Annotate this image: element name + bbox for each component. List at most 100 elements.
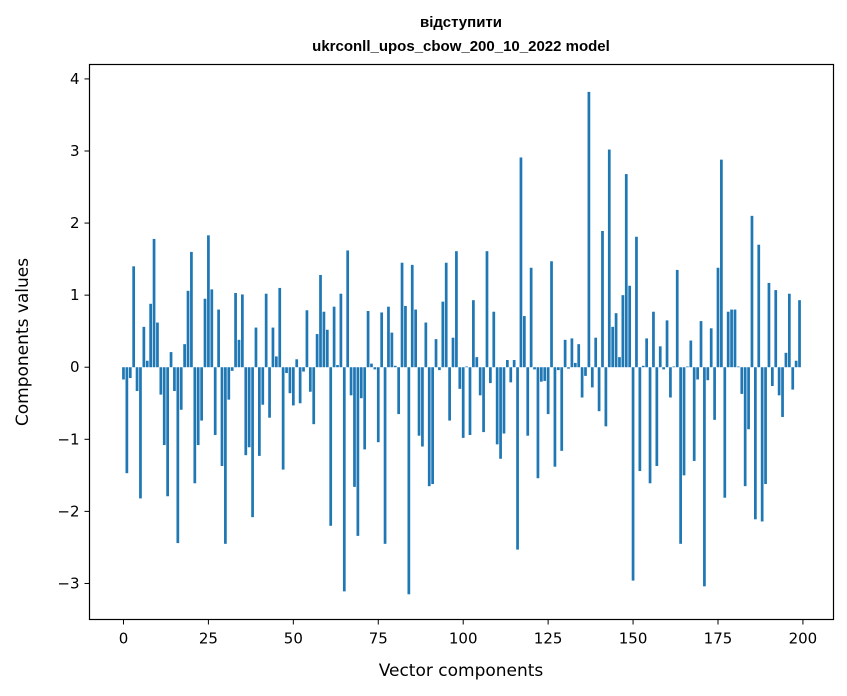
bar-169 (696, 367, 699, 380)
bar-192 (774, 290, 778, 368)
bar-113 (506, 360, 509, 368)
bar-142 (604, 367, 608, 427)
y-tick-label-7: 4 (70, 70, 80, 88)
bar-23 (200, 367, 203, 421)
bar-series (122, 91, 801, 595)
bar-44 (271, 327, 275, 368)
bar-124 (543, 367, 547, 381)
bar-41 (261, 367, 265, 405)
bar-21 (193, 367, 197, 484)
bar-179 (730, 309, 733, 368)
bar-63 (336, 365, 339, 368)
bar-52 (298, 367, 302, 404)
bar-40 (258, 367, 261, 456)
x-tick-label-0: 0 (119, 630, 129, 648)
y-tick-label-2: −1 (57, 430, 79, 448)
bar-92 (434, 339, 438, 368)
bar-181 (737, 366, 740, 368)
bar-96 (448, 367, 451, 421)
bar-80 (393, 365, 397, 368)
bar-190 (767, 282, 771, 368)
bar-162 (672, 366, 676, 368)
bar-102 (468, 367, 472, 435)
bar-49 (288, 367, 292, 394)
bar-81 (397, 367, 401, 415)
bar-6 (142, 326, 146, 368)
bar-105 (478, 367, 482, 396)
bar-167 (689, 340, 693, 368)
bar-148 (624, 174, 628, 368)
bar-178 (726, 311, 730, 368)
bar-199 (798, 300, 801, 368)
y-tick-label-0: −3 (57, 574, 79, 592)
bar-180 (733, 309, 737, 368)
bar-141 (601, 231, 604, 368)
y-tick-label-3: 0 (70, 358, 80, 376)
bar-154 (645, 338, 649, 368)
bar-176 (720, 159, 723, 368)
bar-66 (346, 250, 350, 368)
bar-57 (315, 334, 319, 368)
bar-161 (669, 367, 672, 398)
bar-79 (390, 332, 394, 368)
bar-106 (482, 367, 485, 433)
bar-12 (162, 367, 166, 446)
bar-77 (383, 367, 387, 544)
bar-71 (363, 367, 367, 450)
bar-136 (584, 367, 587, 376)
bar-95 (444, 262, 448, 368)
bar-110 (495, 367, 499, 445)
bar-72 (366, 311, 370, 368)
x-tick-label-3: 75 (369, 630, 388, 648)
bar-69 (356, 367, 360, 536)
bar-153 (641, 365, 645, 368)
bar-35 (241, 294, 244, 368)
bar-34 (237, 339, 241, 368)
bar-122 (536, 367, 540, 479)
bar-134 (577, 344, 581, 368)
bar-146 (618, 357, 621, 368)
x-tick-label-6: 150 (619, 630, 648, 648)
x-tick-label-5: 125 (534, 630, 563, 648)
bar-36 (244, 367, 248, 456)
bar-111 (499, 367, 502, 459)
bar-86 (414, 309, 417, 368)
bar-67 (349, 367, 353, 396)
bar-183 (743, 367, 747, 487)
bar-125 (546, 367, 550, 415)
bar-175 (716, 267, 720, 368)
bar-163 (675, 269, 679, 368)
bar-1 (125, 367, 129, 474)
bar-168 (692, 367, 696, 461)
bar-109 (492, 311, 496, 368)
bar-76 (380, 312, 384, 368)
bar-198 (794, 360, 798, 368)
bar-158 (658, 346, 662, 368)
bar-172 (706, 367, 710, 381)
bar-24 (203, 298, 207, 368)
bar-164 (679, 367, 682, 544)
bar-115 (512, 360, 516, 368)
bar-101 (465, 366, 468, 368)
bar-54 (305, 310, 309, 368)
bar-135 (580, 367, 584, 398)
bar-173 (709, 328, 713, 368)
bar-100 (461, 367, 465, 438)
bar-186 (754, 367, 757, 520)
bar-151 (635, 236, 638, 368)
bar-9 (152, 238, 156, 368)
x-tick-label-1: 25 (199, 630, 218, 648)
bar-60 (325, 329, 329, 368)
y-tick-label-6: 3 (70, 142, 80, 160)
bar-59 (322, 311, 326, 368)
x-tick-label-8: 200 (789, 630, 818, 648)
bar-30 (224, 367, 227, 544)
bar-70 (359, 367, 363, 399)
bar-116 (516, 367, 519, 550)
bar-51 (295, 359, 299, 368)
bar-62 (332, 306, 336, 368)
bar-132 (570, 338, 574, 368)
bar-68 (353, 367, 356, 487)
bar-38 (251, 367, 254, 518)
